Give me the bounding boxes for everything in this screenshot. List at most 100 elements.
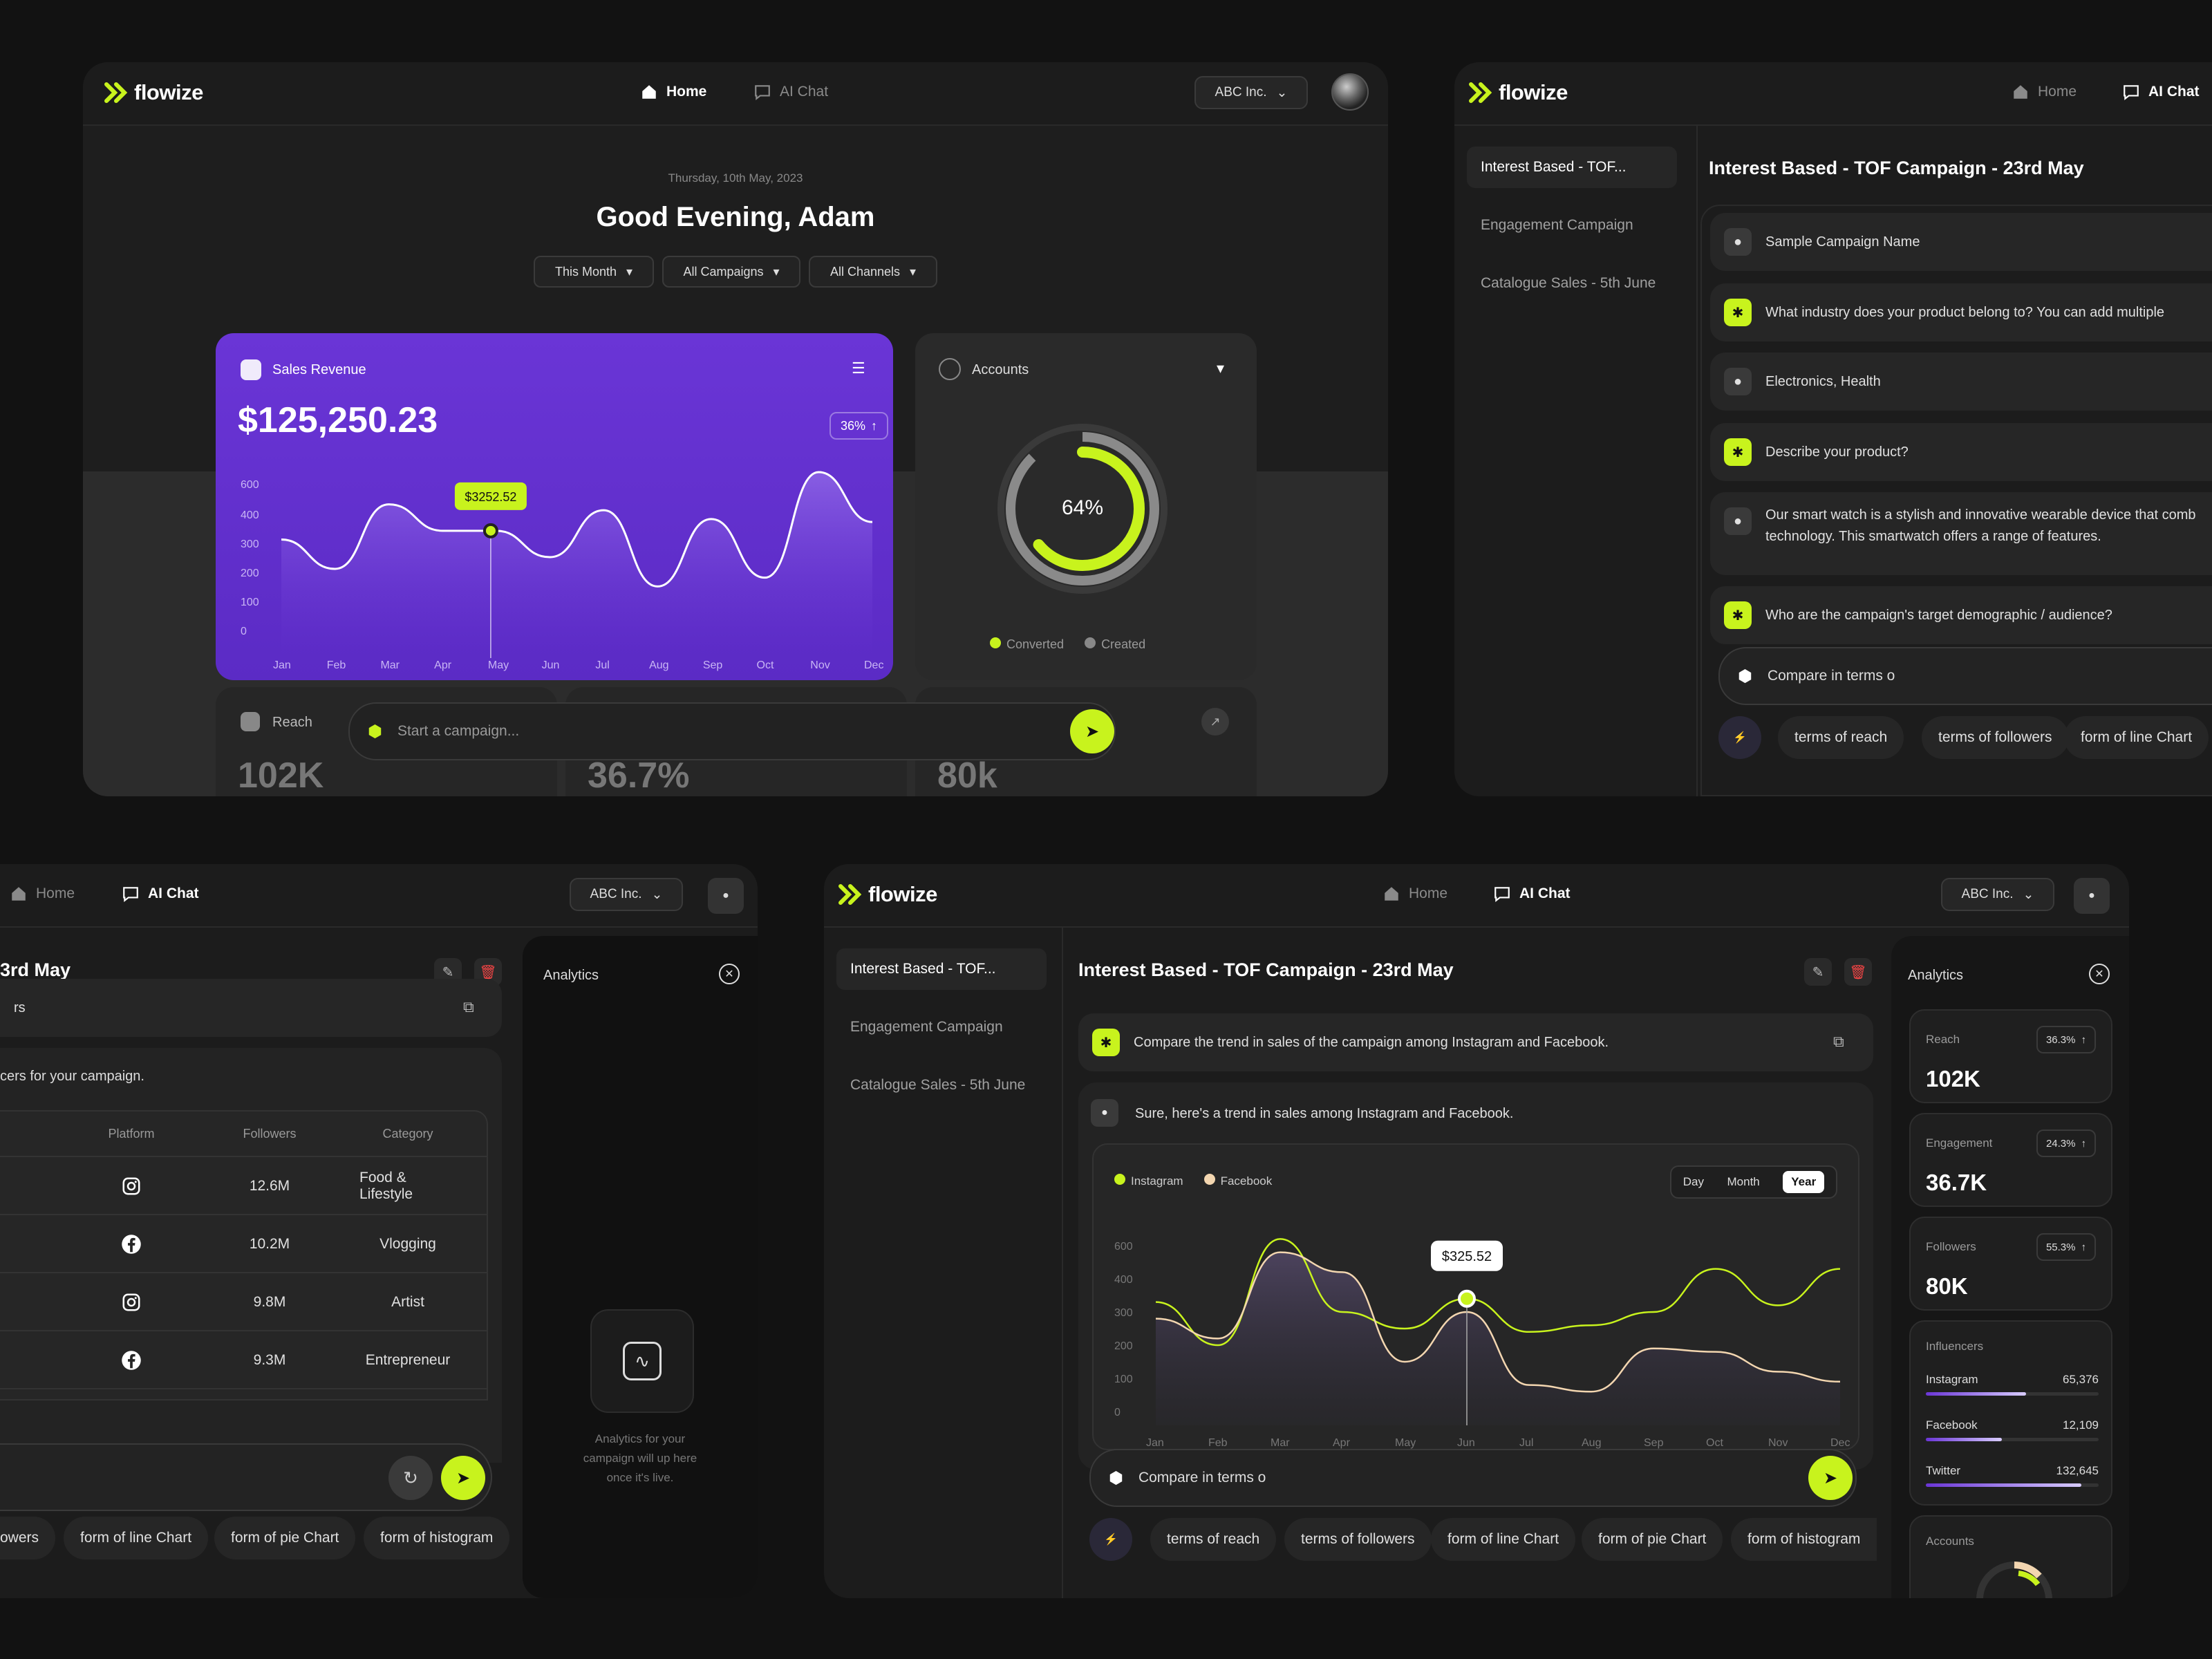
bot-icon: ✱ [1092,1029,1120,1056]
chip-pie-chart[interactable]: form of pie Chart [214,1517,356,1559]
bot-message-fragment: rs [0,979,502,1037]
influencer-bar-fill [1926,1438,2002,1441]
influencer-name: Facebook [1926,1418,1978,1432]
chip-line-chart[interactable]: form of line Chart [64,1517,209,1559]
delete-icon[interactable]: 🗑 [1844,958,1872,986]
user-button[interactable]: ● [2074,878,2110,914]
user-icon: ● [1724,228,1752,256]
start-campaign-input[interactable]: ⬢ Start a campaign... [348,702,1116,760]
sidebar-item-interest-based[interactable]: Interest Based - TOF... [836,948,1047,990]
x-tick-label: Jun [542,659,560,671]
table-row[interactable]: 12.6M Food & Lifestyle [0,1157,488,1215]
sales-change-value: 36% [841,418,866,433]
sidebar [1062,928,1063,1598]
influencer-name: Twitter [1926,1464,1961,1477]
avatar[interactable] [1331,73,1369,111]
nav-ai-chat[interactable]: AI Chat [2122,83,2200,101]
chip-histogram[interactable]: form of histogram [1731,1518,1877,1561]
filter-channels-label: All Channels [830,264,900,279]
chat-input[interactable]: ⬢ Compare in terms o [1089,1449,1857,1507]
chat-input[interactable]: ⬢ Compare in terms o [1718,647,2212,705]
chip-terms-of-followers[interactable]: terms of followers [1922,716,2069,759]
send-button[interactable]: ➤ [1070,709,1114,753]
edit-icon[interactable]: ✎ [1804,958,1832,986]
table-row[interactable]: 9.8M Artist [0,1273,488,1331]
table-row[interactable]: 9.3M Entrepreneur [0,1331,488,1389]
facebook-icon [83,1331,180,1389]
tab-month[interactable]: Month [1727,1175,1760,1188]
filter-month[interactable]: This Month ▾ [534,256,654,288]
sidebar-item-catalogue[interactable]: Catalogue Sales - 5th June [1481,275,1656,291]
caret-down-icon: ▾ [773,264,780,279]
chip-line-chart[interactable]: form of line Chart [1431,1518,1576,1561]
send-button[interactable]: ➤ [441,1456,485,1500]
followers-cell: 10.2M [249,1236,290,1252]
close-icon[interactable]: ✕ [2089,964,2110,984]
nav-ai-chat[interactable]: AI Chat [1493,885,1571,903]
chip-line-chart[interactable]: form of line Chart [2064,716,2209,759]
copy-icon[interactable]: ⧉ [1833,1033,1844,1050]
filter-campaigns[interactable]: All Campaigns ▾ [662,256,800,288]
bolt-button[interactable]: ⚡ [1718,716,1761,759]
trend-icon[interactable]: ↗ [1201,708,1229,735]
bot-message: ✱ Compare the trend in sales of the campa… [1078,1013,1873,1071]
legend-instagram: Instagram [1114,1174,1183,1188]
sidebar-item-interest-based[interactable]: Interest Based - TOF... [1467,147,1677,188]
brand-logo[interactable]: flowize [836,882,937,907]
engagement-stat-card: Engagement 24.3% ↑ 36.7K [1909,1113,2112,1207]
brand-logo[interactable]: flowize [102,80,203,105]
home-icon [642,85,656,99]
send-icon: ➤ [456,1468,471,1488]
sidebar-item-engagement[interactable]: Engagement Campaign [1481,217,1633,233]
bolt-button[interactable]: ⚡ [1089,1518,1132,1561]
nav-home[interactable]: Home [640,83,706,101]
org-selector[interactable]: ABC Inc. ⌄ [1194,76,1308,109]
chip-terms-of-reach[interactable]: terms of reach [1150,1518,1277,1561]
influencer-count: 12,109 [2063,1418,2099,1432]
nav-ai-chat[interactable]: AI Chat [122,885,199,903]
close-icon[interactable]: ✕ [719,964,740,984]
followers-label: Followers [1926,1240,1976,1253]
org-selector[interactable]: ABC Inc. ⌄ [1941,878,2054,911]
user-button[interactable]: ● [708,878,744,914]
nav-home-label: Home [2038,84,2077,100]
reach-value: 102K [1926,1066,1980,1091]
x-tick-label: Oct [757,659,774,671]
trend-chat-panel: flowize Home AI Chat ABC Inc. ⌄ ● Intere… [824,864,2129,1598]
nav-home[interactable]: Home [10,885,75,903]
filter-channels[interactable]: All Channels ▾ [809,256,937,288]
bot-icon: ✱ [1724,601,1752,629]
x-tick-label: Apr [434,659,452,671]
chip-terms-of-reach[interactable]: terms of reach [1778,716,1904,759]
filter-sliders-icon[interactable]: ☰ [852,359,865,377]
org-selector[interactable]: ABC Inc. ⌄ [570,878,683,911]
nav-home[interactable]: Home [1382,885,1447,903]
chevron-down-icon: ⌄ [1276,85,1288,100]
hexagon-icon: ⬢ [368,722,382,741]
chat-panel-top: flowize Home AI Chat Interest Based - TO… [1454,62,2212,796]
chip-pie-chart[interactable]: form of pie Chart [1582,1518,1723,1561]
refresh-button[interactable]: ↻ [388,1456,433,1500]
sales-icon [241,359,261,380]
brand-logo[interactable]: flowize [1467,80,1568,105]
chip-histogram[interactable]: form of histogram [364,1517,510,1559]
chip-terms-of-followers[interactable]: terms of followers [1284,1518,1432,1561]
facebook-icon [83,1215,180,1273]
sidebar-item-catalogue[interactable]: Catalogue Sales - 5th June [850,1077,1026,1093]
copy-icon[interactable]: ⧉ [463,998,474,1015]
nav-ai-chat[interactable]: AI Chat [753,83,828,101]
chat-icon [123,887,138,903]
y-tick-label: 600 [1114,1241,1133,1253]
brand-name: flowize [1499,80,1568,104]
chip-followers-fragment[interactable]: owers [0,1517,56,1559]
nav-home[interactable]: Home [2012,83,2077,101]
tab-day[interactable]: Day [1683,1175,1704,1188]
followers-change-badge: 55.3% ↑ [2036,1233,2096,1261]
x-tick-label: May [1395,1437,1416,1449]
sidebar-item-engagement[interactable]: Engagement Campaign [850,1019,1003,1035]
table-row[interactable]: 10.2M Vlogging [0,1215,488,1273]
accounts-dropdown-icon[interactable]: ▾ [1217,359,1225,377]
reply-user-icon: ● [1091,1099,1118,1127]
send-button[interactable]: ➤ [1808,1456,1853,1500]
tab-year[interactable]: Year [1783,1171,1825,1193]
